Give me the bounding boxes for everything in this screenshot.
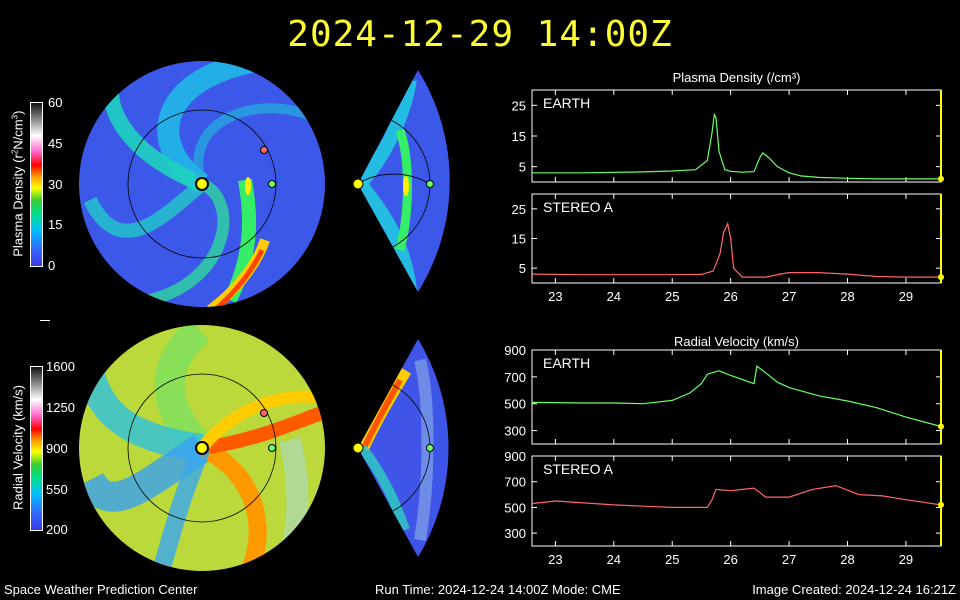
panel-label: EARTH <box>543 95 590 111</box>
y-tick-label: 15 <box>512 129 526 144</box>
x-tick-label: 27 <box>782 552 796 567</box>
series-end-point <box>938 423 944 430</box>
earth-marker <box>268 180 276 188</box>
series-end-point <box>938 175 944 182</box>
plot-frame <box>531 89 942 183</box>
y-tick-label: 5 <box>519 261 526 276</box>
panel-label: STEREO A <box>543 461 614 477</box>
x-tick-label: 23 <box>548 289 562 304</box>
x-tick-label: 28 <box>840 552 854 567</box>
y-tick-label: 500 <box>504 500 526 515</box>
y-tick-label: 300 <box>504 424 526 439</box>
velocity-colorbar <box>30 366 43 531</box>
colorbar-tick: 45 <box>48 136 63 151</box>
y-tick-label: 700 <box>504 475 526 490</box>
series-line <box>531 484 942 508</box>
series-line <box>531 221 941 278</box>
series-line <box>531 365 942 428</box>
colorbar-tick: 1250 <box>46 400 75 415</box>
x-tick-label: 24 <box>607 552 621 567</box>
x-tick-label: 28 <box>840 289 854 304</box>
series-end-point <box>938 274 944 281</box>
colorbar-tick: 15 <box>48 217 63 232</box>
x-tick-label: 23 <box>548 552 562 567</box>
x-tick-label: 26 <box>723 552 737 567</box>
x-tick-label: 29 <box>899 289 913 304</box>
colorbar-tick: 550 <box>46 482 68 497</box>
y-tick-label: 15 <box>512 232 526 247</box>
chart-title: Radial Velocity (km/s) <box>674 334 799 349</box>
panel-label: STEREO A <box>543 199 614 215</box>
x-tick-label: 29 <box>899 552 913 567</box>
footer-created: Image Created: 2024-12-24 16:21Z <box>752 582 956 597</box>
footer-run-info: Run Time: 2024-12-24 14:00Z Mode: CME <box>375 582 621 597</box>
y-tick-label: 700 <box>504 370 526 385</box>
divider <box>40 320 50 321</box>
colorbar-tick: 0 <box>48 258 56 273</box>
x-tick-label: 24 <box>607 289 621 304</box>
plot-frame <box>531 349 942 445</box>
series-end-point <box>938 501 944 508</box>
page-title: 2024-12-29 14:00Z <box>287 14 673 55</box>
y-tick-label: 25 <box>512 202 526 217</box>
chart-title: Plasma Density (/cm³) <box>673 70 801 85</box>
x-tick-label: 25 <box>665 289 679 304</box>
footer-credit: Space Weather Prediction Center <box>4 582 198 597</box>
sun-marker <box>195 177 209 191</box>
colorbar-tick: 1600 <box>46 359 75 374</box>
density-colorbar <box>30 102 43 267</box>
y-tick-label: 900 <box>504 343 526 358</box>
panel-label: EARTH <box>543 355 590 371</box>
y-tick-label: 5 <box>519 160 526 175</box>
x-tick-label: 27 <box>782 289 796 304</box>
y-tick-label: 25 <box>512 98 526 113</box>
x-tick-label: 26 <box>723 289 737 304</box>
colorbar-tick: 200 <box>46 522 68 537</box>
colorbar-tick: 60 <box>48 95 63 110</box>
stereo-a-marker <box>260 146 268 154</box>
colorbar-tick: 30 <box>48 177 63 192</box>
y-tick-label: 900 <box>504 449 526 464</box>
colorbar-tick: 900 <box>46 441 68 456</box>
y-tick-label: 300 <box>504 526 526 541</box>
series-line <box>532 112 941 180</box>
y-tick-label: 500 <box>504 397 526 412</box>
x-tick-label: 25 <box>665 552 679 567</box>
